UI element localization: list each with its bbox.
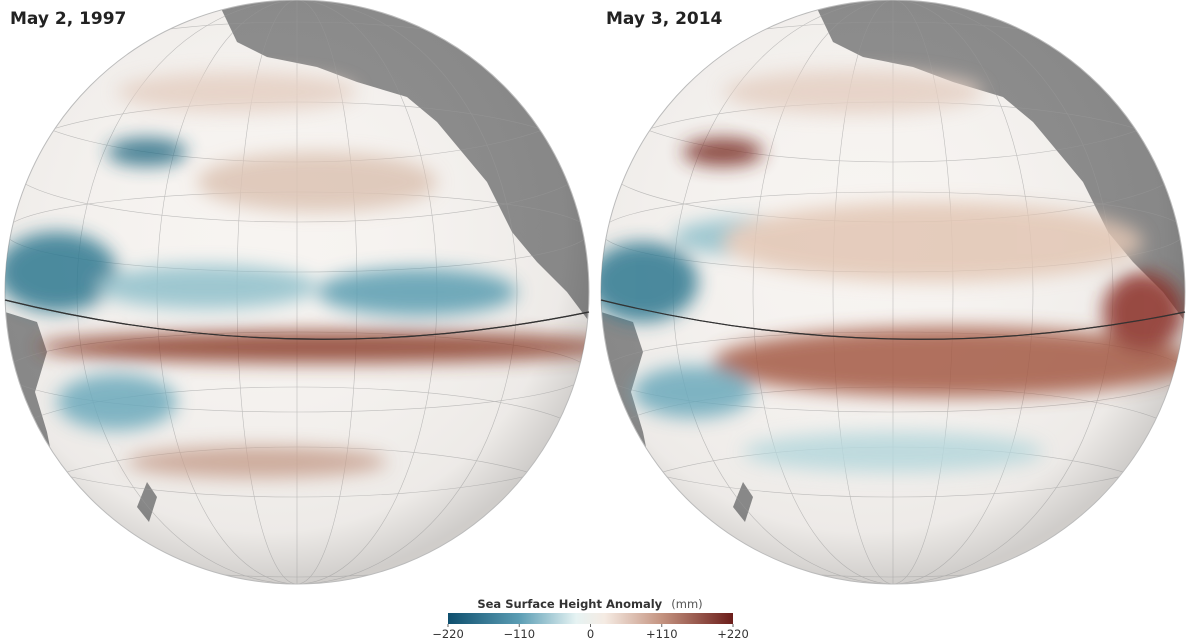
- panel-title: May 2, 1997: [10, 9, 126, 29]
- globe-2014: [588, 0, 1193, 584]
- colorbar-tick-label: +110: [646, 627, 678, 641]
- colorbar-unit: (mm): [671, 597, 702, 611]
- colorbar-tick-label: −220: [432, 627, 464, 641]
- globe-1997: [0, 0, 617, 584]
- colorbar-ticks: −220 −110 0 +110 +220: [432, 624, 749, 641]
- colorbar-title-group: Sea Surface Height Anomaly (mm): [477, 593, 702, 612]
- colorbar-title: Sea Surface Height Anomaly: [477, 597, 662, 611]
- colorbar: [448, 613, 733, 624]
- colorbar-tick-label: +220: [717, 627, 749, 641]
- panel-title: May 3, 2014: [606, 9, 723, 29]
- colorbar-tick-label: 0: [587, 627, 594, 641]
- colorbar-tick-label: −110: [503, 627, 535, 641]
